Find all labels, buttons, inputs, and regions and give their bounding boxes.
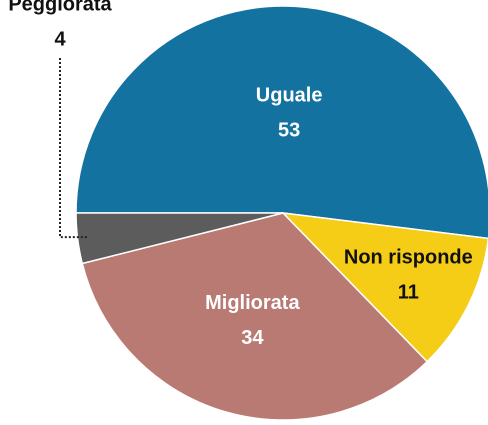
pie-slice [75,212,284,265]
slice-label: Uguale [256,84,323,106]
slice-value: 4 [54,28,66,50]
pie-slice [280,211,488,363]
leader-line [59,58,88,239]
slice-label: Migliorata [205,292,300,314]
pie-slice [75,5,488,240]
pie-slice [81,212,429,421]
slice-value: 11 [398,282,419,304]
slice-label: Non risponde [344,247,473,269]
slice-label: Peggiorata [8,0,112,15]
slice-value: 53 [278,119,300,141]
slice-value: 34 [241,327,264,349]
